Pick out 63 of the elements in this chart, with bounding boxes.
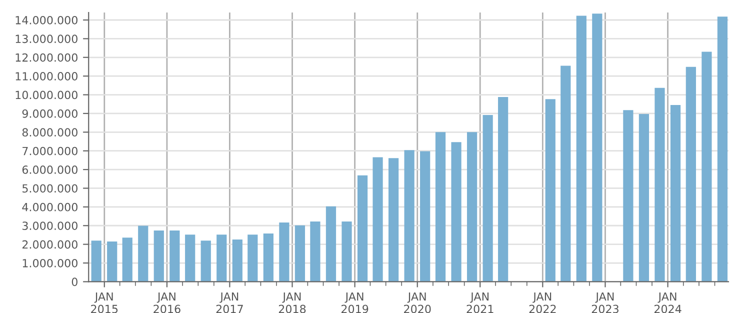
bar	[216, 234, 227, 282]
bar	[263, 233, 274, 282]
y-tick-label: 2.000.000	[22, 240, 78, 249]
bar	[154, 230, 164, 282]
bar	[670, 105, 681, 282]
y-tick-label: 0	[72, 278, 78, 286]
bar	[107, 242, 118, 282]
y-tick-label: 4.000.000	[22, 202, 78, 212]
bar	[686, 66, 696, 282]
bar	[170, 230, 180, 282]
x-tick-label: JAN 2022	[529, 292, 556, 313]
bar	[466, 132, 478, 282]
bar	[702, 52, 712, 282]
x-tick-label: JAN 2024	[654, 292, 682, 313]
y-tick-label: 10.000.000	[16, 90, 78, 100]
bar	[232, 239, 242, 282]
bar	[122, 238, 132, 282]
bar	[717, 16, 728, 282]
x-tick-label: JAN 2021	[466, 292, 494, 313]
y-tick-label: 11.000.000	[16, 72, 78, 80]
bar	[420, 151, 430, 282]
y-tick-label: 5.000.000	[22, 184, 78, 193]
bar	[435, 132, 446, 282]
bar	[279, 222, 290, 282]
x-tick-label: JAN 2017	[216, 292, 243, 313]
bar	[342, 222, 352, 282]
y-tick-label: 13.000.000	[16, 34, 78, 44]
y-tick-label: 8.000.000	[22, 128, 78, 137]
y-tick-label: 6.000.000	[22, 166, 78, 174]
bar	[498, 97, 508, 282]
bar	[200, 240, 211, 282]
y-tick-label: 14.000.000	[16, 16, 78, 24]
bar	[560, 66, 571, 282]
bar	[592, 14, 602, 282]
bar	[638, 114, 650, 282]
bar	[357, 175, 368, 282]
bar	[91, 240, 102, 282]
x-tick-label: JAN 2020	[404, 292, 431, 313]
bar	[404, 150, 414, 282]
bar	[576, 16, 586, 282]
bar	[326, 206, 336, 282]
bar	[294, 225, 306, 282]
y-tick-label: 1.000.000	[22, 258, 78, 268]
x-tick-label: JAN 2018	[278, 292, 306, 313]
bar	[248, 234, 258, 282]
bar	[185, 234, 196, 282]
y-tick-label: 12.000.000	[16, 53, 78, 62]
x-tick-label: JAN 2019	[341, 292, 368, 313]
y-tick-label: 7.000.000	[22, 146, 78, 156]
bar	[623, 110, 634, 282]
y-tick-label: 3.000.000	[22, 222, 78, 230]
bar	[310, 222, 320, 282]
x-tick-label: JAN 2023	[592, 292, 618, 313]
x-tick-label: JAN 2015	[91, 292, 118, 313]
bar	[451, 142, 462, 282]
bar	[138, 226, 148, 282]
bar	[372, 157, 383, 282]
x-tick-label: JAN 2016	[154, 292, 180, 313]
bar	[482, 114, 493, 282]
y-tick-label: 9.000.000	[22, 109, 78, 118]
bar	[545, 99, 556, 282]
bar	[654, 88, 665, 282]
bar	[388, 158, 399, 282]
